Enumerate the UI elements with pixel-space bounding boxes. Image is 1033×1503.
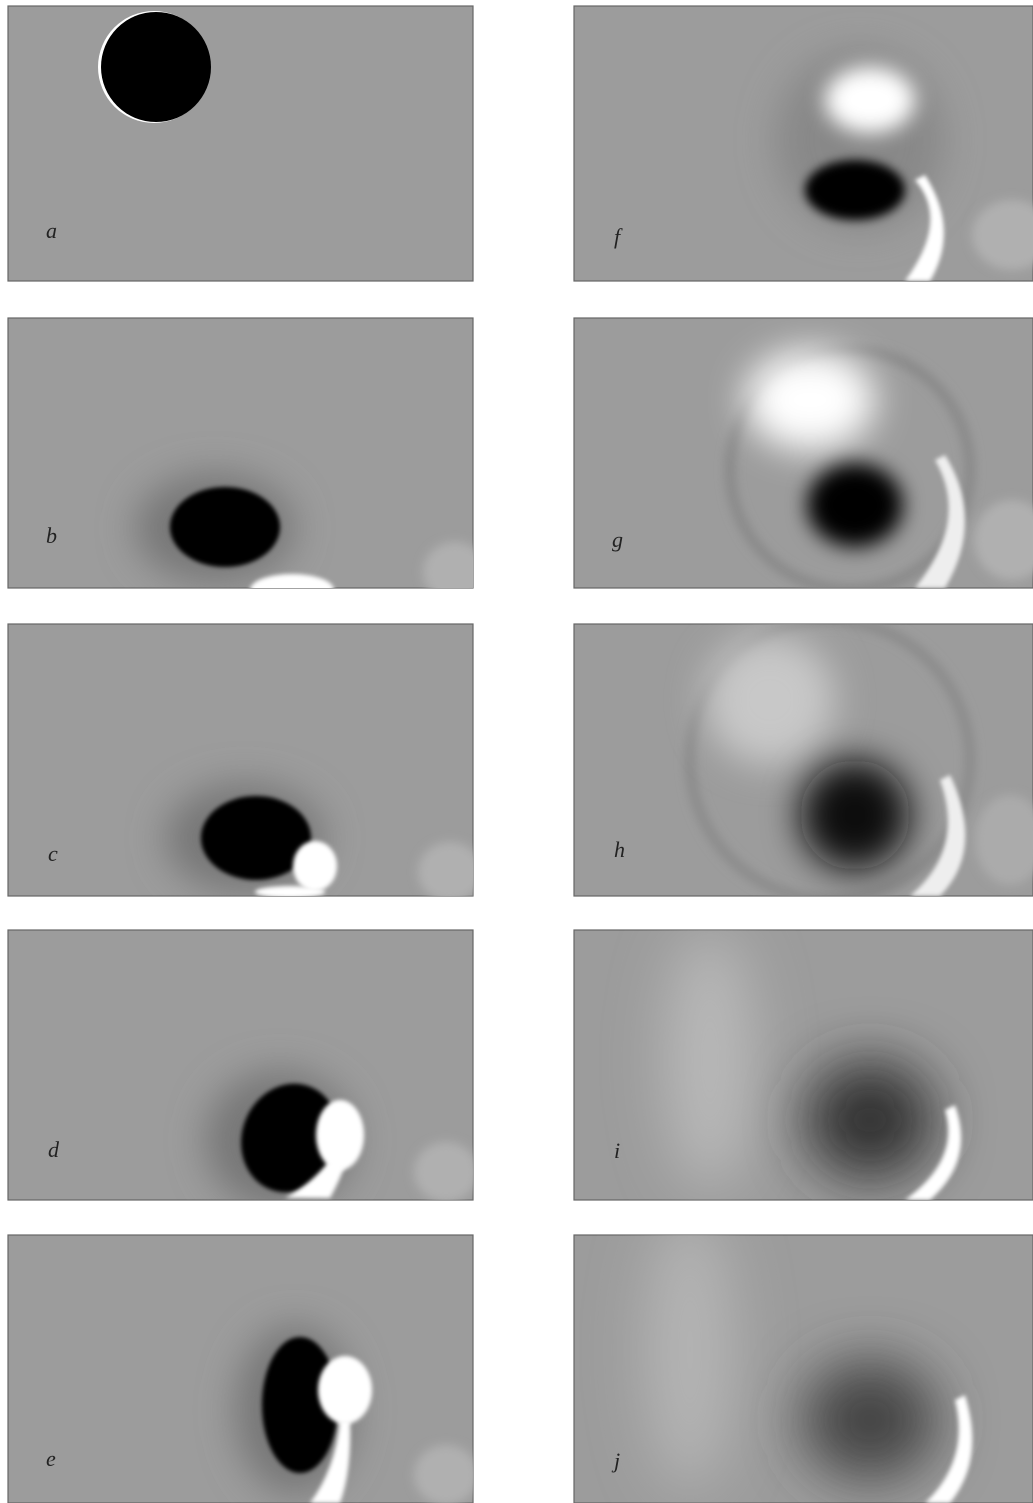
panel-label: i: [614, 1138, 620, 1163]
panel: c: [8, 624, 482, 902]
panel: d: [8, 930, 478, 1210]
page: a b c d e: [0, 0, 1033, 1503]
panel-label: h: [614, 837, 625, 862]
panel-label: b: [46, 523, 57, 548]
panel: g: [574, 318, 1033, 590]
panel-label: e: [46, 1446, 56, 1471]
figure: a b c d e: [0, 0, 1033, 1503]
panel: a: [8, 6, 473, 281]
panel-label: d: [48, 1137, 60, 1162]
panel: b: [8, 318, 487, 606]
panel: e: [8, 1235, 478, 1503]
panel-label: a: [46, 218, 57, 243]
panel: f: [574, 6, 1033, 281]
panel-label: g: [612, 527, 623, 552]
panel: j: [574, 1210, 1033, 1503]
panel-label: c: [48, 841, 58, 866]
panel: i: [574, 930, 1033, 1200]
panel: h: [574, 620, 1033, 900]
